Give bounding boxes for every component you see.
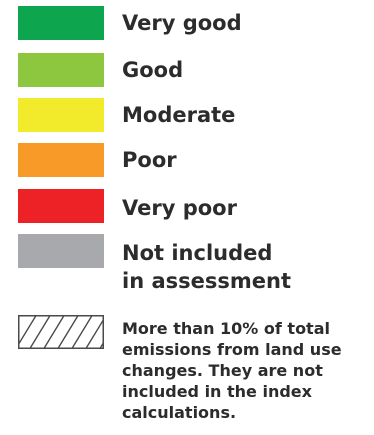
- diagonal-hatch-icon: [18, 315, 104, 349]
- swatch-very-good: [18, 6, 104, 40]
- label-very-good: Very good: [122, 11, 242, 35]
- label-poor: Poor: [122, 148, 177, 172]
- label-not-included-line1: Not included: [122, 241, 273, 265]
- swatch-moderate: [18, 98, 104, 132]
- label-moderate: Moderate: [122, 103, 236, 127]
- label-very-poor: Very poor: [122, 196, 237, 220]
- swatch-poor: [18, 143, 104, 177]
- label-good: Good: [122, 58, 184, 82]
- label-not-included-line2: in assessment: [122, 269, 291, 293]
- swatch-good: [18, 53, 104, 87]
- swatch-very-poor: [18, 189, 104, 223]
- land-use-note: More than 10% of total emissions from la…: [122, 319, 342, 422]
- swatch-not-included: [18, 234, 104, 268]
